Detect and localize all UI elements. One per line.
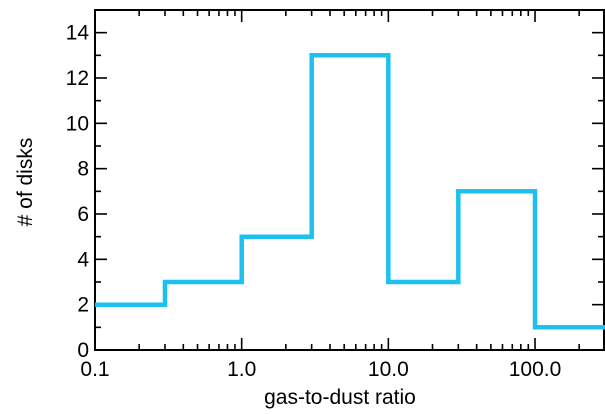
y-tick-label: 4	[77, 248, 89, 271]
y-tick-label: 0	[77, 339, 89, 362]
x-axis-ticks	[94, 10, 605, 350]
y-axis-tick-labels: 0 2 4 6 8 10 12 14	[66, 22, 90, 362]
x-tick-label: 1.0	[227, 358, 256, 381]
x-tick-label: 10.0	[368, 358, 409, 381]
x-axis-tick-labels: 0.1 1.0 10.0 100.0	[80, 358, 561, 381]
histogram-bin	[458, 191, 535, 350]
histogram-bin	[535, 327, 605, 350]
x-tick-label: 100.0	[509, 358, 562, 381]
y-axis-title: # of disks	[14, 138, 37, 227]
histogram-step-line	[95, 53, 605, 330]
histogram-bin	[388, 282, 458, 350]
histogram-bin	[242, 237, 312, 350]
y-tick-label: 2	[77, 294, 89, 317]
y-tick-label: 14	[66, 22, 90, 45]
plot-frame	[94, 9, 605, 351]
histogram-bin	[312, 55, 389, 350]
y-tick-label: 12	[66, 67, 89, 90]
y-tick-label: 10	[66, 112, 89, 135]
series-layer	[95, 53, 605, 350]
y-tick-label: 6	[77, 203, 89, 226]
histogram-bin	[165, 282, 242, 350]
histogram-bin	[95, 305, 165, 350]
y-tick-label: 8	[77, 158, 89, 181]
x-tick-label: 0.1	[80, 358, 109, 381]
x-axis-title: gas-to-dust ratio	[264, 386, 416, 409]
plot-border	[94, 9, 605, 351]
